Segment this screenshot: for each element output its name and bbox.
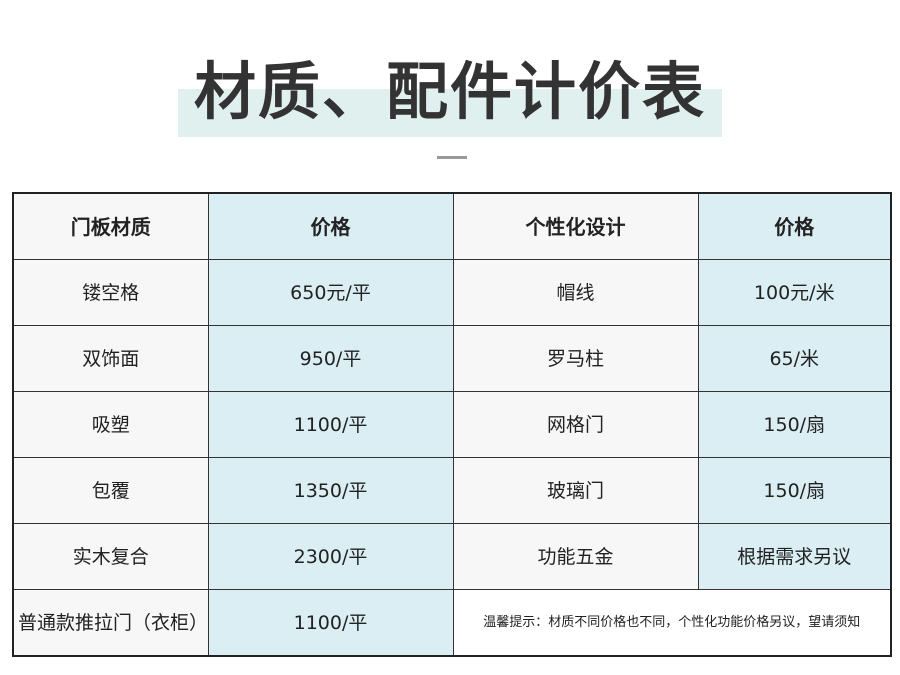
cell-price: 1100/平 bbox=[207, 589, 454, 657]
cell-material: 双饰面 bbox=[12, 325, 209, 392]
page-title: 材质、配件计价表 bbox=[193, 55, 706, 128]
cell-price: 根据需求另议 bbox=[697, 523, 892, 590]
cell-design: 功能五金 bbox=[452, 523, 699, 590]
cell-price: 1350/平 bbox=[207, 457, 454, 524]
cell-design: 帽线 bbox=[452, 259, 699, 326]
cell-price: 150/扇 bbox=[697, 457, 892, 524]
cell-design: 网格门 bbox=[452, 391, 699, 458]
cell-design: 玻璃门 bbox=[452, 457, 699, 524]
cell-price: 150/扇 bbox=[697, 391, 892, 458]
note-text: 温馨提示：材质不同价格也不同，个性化功能价格另议，望请须知 bbox=[452, 589, 892, 657]
table-row: 吸塑 1100/平 网格门 150/扇 bbox=[12, 391, 892, 458]
table-row: 双饰面 950/平 罗马柱 65/米 bbox=[12, 325, 892, 392]
cell-material: 镂空格 bbox=[12, 259, 209, 326]
title-highlight bbox=[178, 89, 722, 137]
header-price: 价格 bbox=[207, 192, 454, 260]
cell-material: 包覆 bbox=[12, 457, 209, 524]
cell-price: 1100/平 bbox=[207, 391, 454, 458]
cell-price: 950/平 bbox=[207, 325, 454, 392]
cell-material: 普通款推拉门（衣柜） bbox=[12, 589, 209, 657]
cell-design: 罗马柱 bbox=[452, 325, 699, 392]
table-header-row: 门板材质 价格 个性化设计 价格 bbox=[12, 192, 892, 260]
divider bbox=[437, 156, 467, 159]
table-row: 实木复合 2300/平 功能五金 根据需求另议 bbox=[12, 523, 892, 590]
cell-price: 100元/米 bbox=[697, 259, 892, 326]
cell-material: 实木复合 bbox=[12, 523, 209, 590]
header-custom-design: 个性化设计 bbox=[452, 192, 699, 260]
cell-material: 吸塑 bbox=[12, 391, 209, 458]
table-row: 镂空格 650元/平 帽线 100元/米 bbox=[12, 259, 892, 326]
price-table: 门板材质 价格 个性化设计 价格 镂空格 650元/平 帽线 100元/米 双饰… bbox=[12, 192, 892, 657]
cell-price: 650元/平 bbox=[207, 259, 454, 326]
header-price: 价格 bbox=[697, 192, 892, 260]
cell-price: 2300/平 bbox=[207, 523, 454, 590]
table-row: 包覆 1350/平 玻璃门 150/扇 bbox=[12, 457, 892, 524]
header-material: 门板材质 bbox=[12, 192, 209, 260]
table-row: 普通款推拉门（衣柜） 1100/平 温馨提示：材质不同价格也不同，个性化功能价格… bbox=[12, 589, 892, 657]
cell-price: 65/米 bbox=[697, 325, 892, 392]
